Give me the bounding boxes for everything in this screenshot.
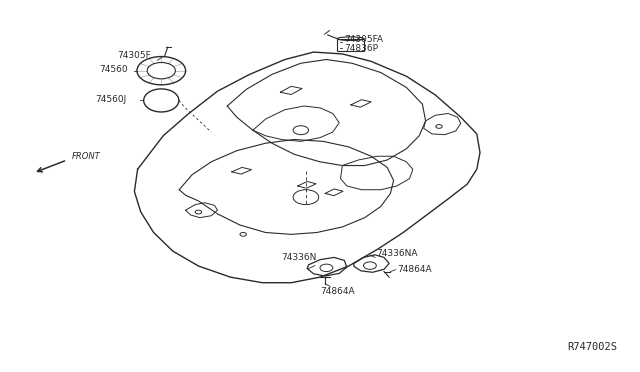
Text: 74336NA: 74336NA [376, 249, 418, 258]
Text: 74864A: 74864A [397, 265, 431, 274]
Text: 74305F: 74305F [117, 51, 151, 60]
Text: 74836P: 74836P [344, 44, 378, 53]
Text: FRONT: FRONT [72, 153, 100, 161]
Text: R747002S: R747002S [568, 341, 618, 352]
Text: 74560: 74560 [99, 65, 128, 74]
Text: 74864A: 74864A [320, 287, 355, 296]
Text: 74305FA: 74305FA [344, 35, 383, 44]
Text: 74560J: 74560J [95, 95, 126, 104]
Text: 74336N: 74336N [282, 253, 317, 262]
